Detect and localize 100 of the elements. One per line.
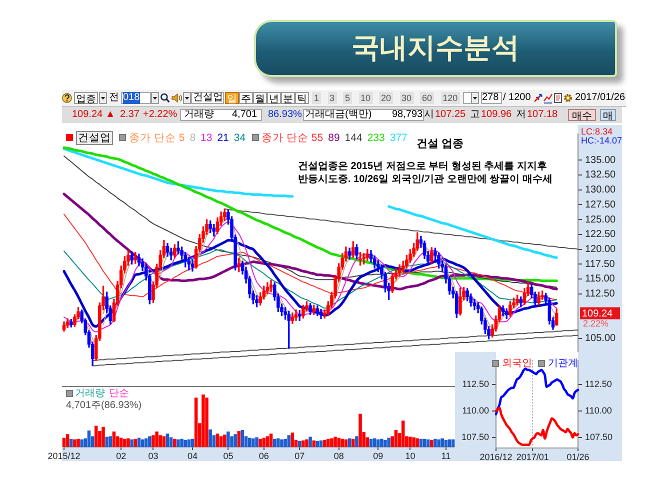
y-tick-label: 115.00 xyxy=(585,274,616,285)
x-tick-label: 2016/12 xyxy=(480,452,512,462)
bar xyxy=(451,439,455,447)
bar xyxy=(62,438,66,447)
bar xyxy=(126,438,130,447)
bar xyxy=(434,438,437,447)
text: 21 xyxy=(217,132,229,144)
text: 1 3 5 10 20 30 60 120 xyxy=(314,92,458,104)
button: 분 xyxy=(281,92,295,104)
bar xyxy=(448,439,452,447)
bar xyxy=(205,398,208,447)
bar xyxy=(105,436,108,447)
bar xyxy=(358,414,362,447)
bar xyxy=(412,437,416,447)
y-tick-label: 110.00 xyxy=(462,406,489,416)
annotation: 건설업종은 2015년 저점으로 부터 형성된 추세를 지지후 xyxy=(298,160,547,172)
x-tick-label: 09 xyxy=(373,450,384,461)
x-tick-label: 01/26 xyxy=(566,452,590,462)
bar xyxy=(80,439,84,447)
bar xyxy=(290,432,294,447)
bar xyxy=(76,438,80,447)
bar xyxy=(184,440,187,447)
text: 144 xyxy=(344,132,362,144)
x-tick-label: 08 xyxy=(334,450,344,461)
bar xyxy=(369,438,373,447)
bar xyxy=(252,438,255,447)
x-tick-label: 05 xyxy=(223,450,234,461)
text: 8 xyxy=(190,132,196,144)
bar xyxy=(437,439,440,447)
y-tick-label: 105.00 xyxy=(585,333,616,344)
text: 4,701 xyxy=(232,109,258,121)
x-tick-label: 07 xyxy=(294,450,305,461)
bar xyxy=(284,438,287,447)
line-series xyxy=(62,239,558,328)
x-tick-label: 02 xyxy=(116,450,126,461)
annotation: 단순 xyxy=(109,388,129,399)
bar xyxy=(255,437,258,447)
bar xyxy=(344,439,348,447)
text: 109.24 ▲ xyxy=(72,109,116,121)
bar xyxy=(322,440,326,447)
bar xyxy=(176,439,180,447)
text: 2.22% xyxy=(583,318,609,329)
text: 거래대금(백만) xyxy=(305,109,372,121)
bar xyxy=(158,435,162,447)
bar xyxy=(337,438,340,447)
y-tick-label: 120.00 xyxy=(585,244,616,256)
text: 외국인 xyxy=(502,358,532,370)
bar xyxy=(108,436,112,447)
text: 107.18 xyxy=(527,109,558,121)
y-tick-label: 127.50 xyxy=(585,199,616,210)
annotation: 반등시도중. 10/26일 외국인/기관 오랜만에 쌍끌이 매수세 xyxy=(298,174,552,185)
line-series xyxy=(494,368,580,416)
bar xyxy=(308,436,312,447)
bar xyxy=(134,438,138,447)
bar xyxy=(87,430,91,447)
text: 13 xyxy=(200,132,212,144)
x-tick-label: 04 xyxy=(187,450,198,461)
bar xyxy=(216,434,220,447)
text: 저 xyxy=(516,109,526,121)
text: 86.93% xyxy=(268,109,302,121)
bar xyxy=(152,435,155,447)
text: 278 xyxy=(482,92,499,104)
text: +2.22% xyxy=(143,109,178,121)
bar xyxy=(444,440,448,447)
bar xyxy=(316,440,320,447)
text: HC:-14.07 xyxy=(581,135,622,146)
bar xyxy=(355,436,358,447)
annotation: 거래량 xyxy=(75,388,105,399)
button: 매수 xyxy=(568,109,596,121)
x-tick-label: 06 xyxy=(258,450,269,461)
bar xyxy=(102,426,105,447)
text: 98,793 xyxy=(392,109,423,121)
bar xyxy=(351,438,355,447)
button: 틱 xyxy=(295,92,309,104)
annotation: 4,701주(86.93%) xyxy=(66,400,142,411)
bar xyxy=(440,438,444,447)
bar xyxy=(305,439,308,447)
y-tick-label: 135.00 xyxy=(585,154,616,166)
text: 고 xyxy=(470,109,480,121)
bar xyxy=(258,438,262,447)
bar xyxy=(298,440,302,447)
y-tick-label: 125.00 xyxy=(585,214,616,226)
text: 89 xyxy=(328,132,340,144)
bar xyxy=(312,440,316,447)
button: 년 xyxy=(267,92,281,104)
legend-label: 건설업 xyxy=(76,131,113,145)
text: 종가 단순 55 xyxy=(262,132,324,144)
y-tick-label: 130.00 xyxy=(585,184,616,196)
text: 34 xyxy=(234,132,246,144)
bar xyxy=(376,439,380,447)
bar xyxy=(372,438,376,447)
bar xyxy=(194,398,198,447)
bar xyxy=(430,440,434,447)
bar xyxy=(280,439,284,447)
bar xyxy=(202,394,205,447)
text: 시 xyxy=(424,109,434,121)
button: 일 xyxy=(225,92,239,104)
bar xyxy=(226,432,230,447)
y-tick-label: 112.50 xyxy=(585,288,616,300)
bar xyxy=(148,436,152,447)
